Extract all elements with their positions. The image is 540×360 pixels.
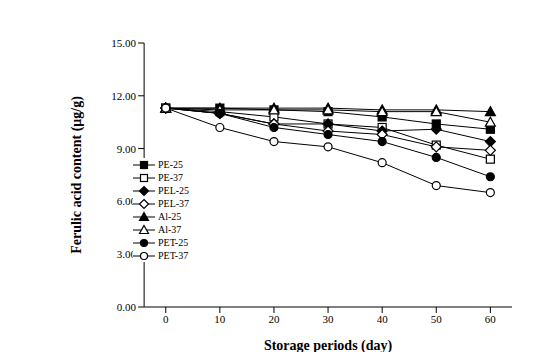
svg-text:60: 60 bbox=[485, 313, 497, 325]
html-text:Al-37: Al-37 bbox=[158, 224, 182, 235]
html-text:PE-37: PE-37 bbox=[158, 172, 183, 183]
svg-text:6.00: 6.00 bbox=[117, 195, 137, 207]
html-text:Al-25: Al-25 bbox=[158, 211, 182, 222]
svg-text:Storage periods (day): Storage periods (day) bbox=[264, 338, 393, 352]
svg-text:40: 40 bbox=[377, 313, 389, 325]
svg-text:Ferulic acid content (μg/g): Ferulic acid content (μg/g) bbox=[69, 96, 85, 254]
html-text:PET-25: PET-25 bbox=[158, 237, 189, 248]
svg-text:30: 30 bbox=[323, 313, 335, 325]
svg-text:9.00: 9.00 bbox=[117, 143, 137, 155]
svg-text:50: 50 bbox=[431, 313, 443, 325]
svg-text:20: 20 bbox=[268, 313, 280, 325]
html-text:PEL-25: PEL-25 bbox=[158, 185, 190, 196]
svg-text:0.00: 0.00 bbox=[117, 301, 137, 313]
html-text:PET-37: PET-37 bbox=[158, 250, 189, 261]
svg-text:15.00: 15.00 bbox=[111, 37, 136, 49]
svg-text:12.00: 12.00 bbox=[111, 90, 136, 102]
html-text:PE-25: PE-25 bbox=[158, 159, 183, 170]
svg-text:0: 0 bbox=[163, 313, 169, 325]
svg-text:3.00: 3.00 bbox=[117, 248, 137, 260]
svg-text:10: 10 bbox=[214, 313, 226, 325]
html-text:PEL-37: PEL-37 bbox=[158, 198, 190, 209]
